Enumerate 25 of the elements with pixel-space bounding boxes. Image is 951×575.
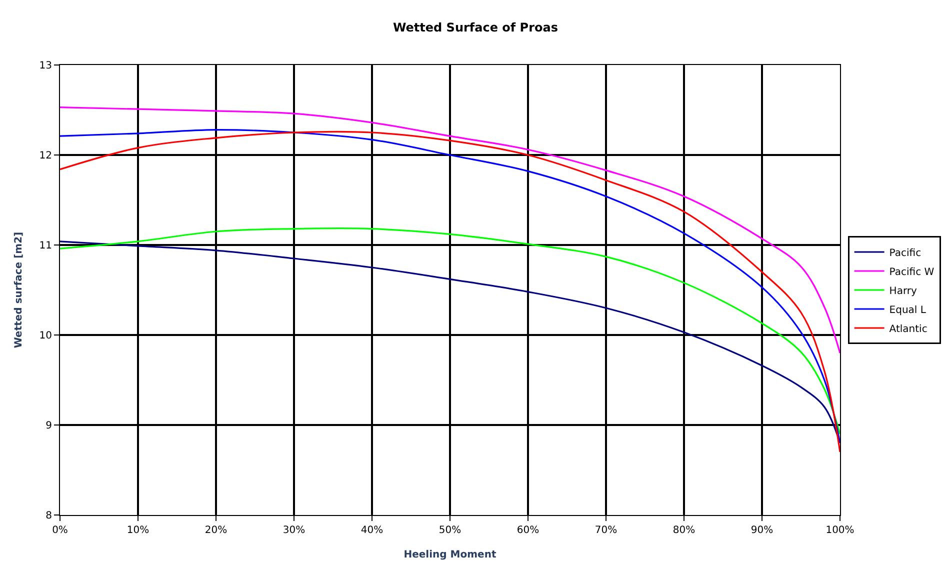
x-tick-label: 60% bbox=[516, 525, 540, 536]
chart-title: Wetted Surface of Proas bbox=[392, 20, 558, 34]
y-tick-label: 9 bbox=[46, 420, 52, 432]
x-tick-label: 0% bbox=[52, 525, 68, 536]
legend-label: Harry bbox=[889, 286, 917, 297]
x-axis-title: Heeling Moment bbox=[404, 550, 496, 560]
y-tick-label: 10 bbox=[39, 330, 52, 342]
legend-label: Pacific bbox=[889, 248, 922, 259]
x-tick-label: 90% bbox=[750, 525, 774, 536]
x-tick-label: 70% bbox=[594, 525, 618, 536]
legend-label: Pacific W bbox=[889, 266, 934, 278]
y-tick-label: 11 bbox=[39, 240, 52, 252]
legend-label: Equal L bbox=[889, 304, 926, 316]
x-tick-label: 40% bbox=[360, 525, 384, 536]
x-tick-label: 30% bbox=[282, 525, 306, 536]
x-tick-label: 50% bbox=[438, 525, 462, 536]
x-tick-label: 20% bbox=[204, 525, 228, 536]
y-tick-label: 13 bbox=[39, 60, 52, 72]
x-tick-label: 10% bbox=[126, 525, 150, 536]
legend-label: Atlantic bbox=[889, 324, 928, 335]
x-tick-label: 100% bbox=[826, 525, 854, 536]
y-axis-title: Wetted surface [m2] bbox=[13, 232, 24, 348]
x-tick-label: 80% bbox=[672, 525, 696, 536]
y-tick-label: 8 bbox=[46, 510, 52, 522]
y-tick-label: 12 bbox=[39, 150, 52, 162]
